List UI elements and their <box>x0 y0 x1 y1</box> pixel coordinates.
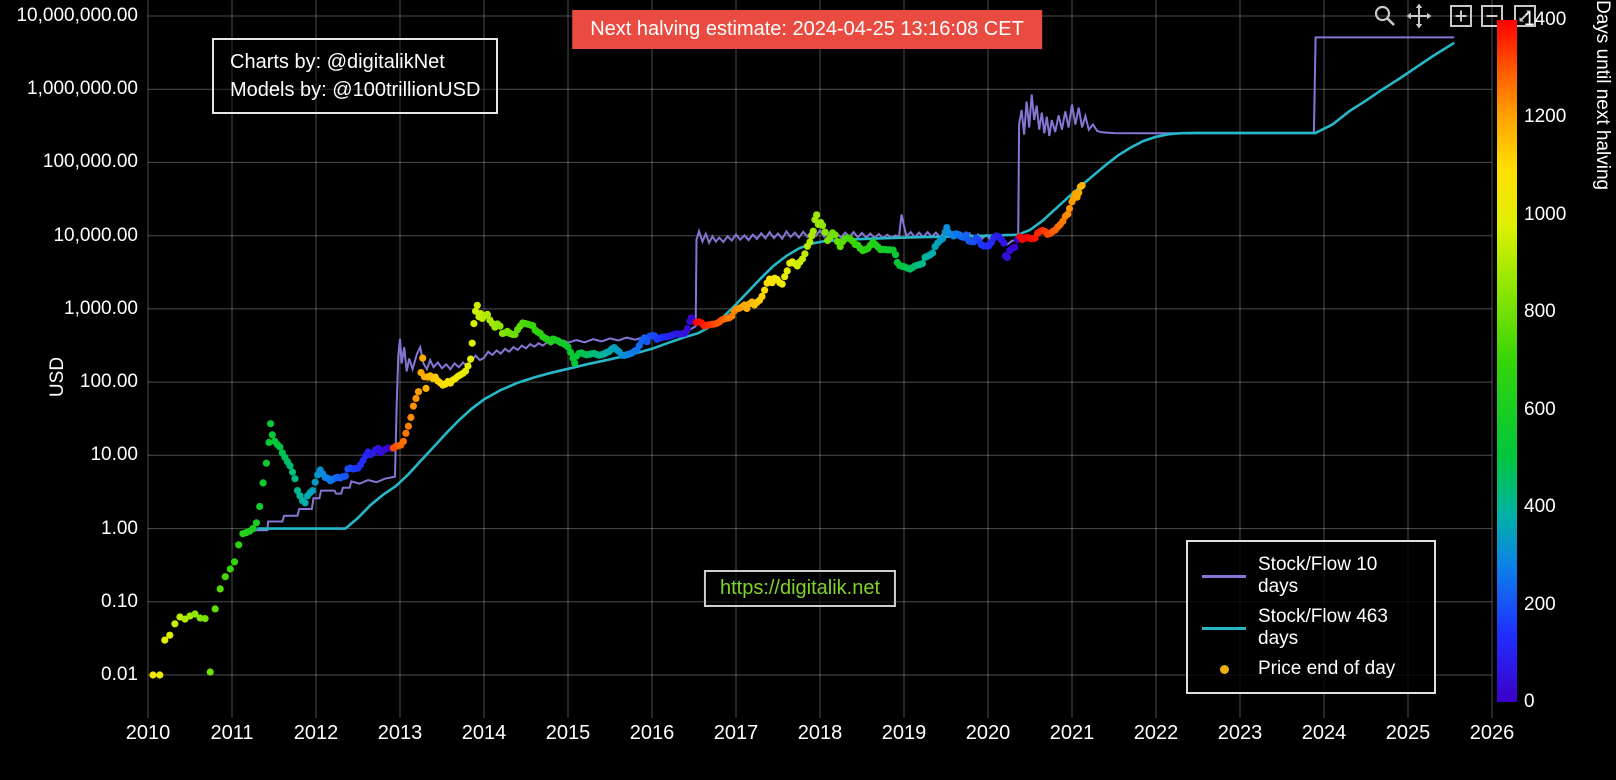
x-axis-tick: 2022 <box>1133 722 1179 744</box>
x-axis-tick: 2010 <box>125 722 171 744</box>
x-axis-tick: 2017 <box>713 722 759 744</box>
x-axis-tick: 2016 <box>629 722 675 744</box>
zoom-out-icon[interactable] <box>1481 5 1503 27</box>
x-axis-tick: 2021 <box>1049 722 1095 744</box>
colorbar-tick: 600 <box>1524 398 1556 420</box>
legend-item-price[interactable]: Price end of day <box>1188 654 1434 684</box>
x-axis-tick: 2018 <box>797 722 843 744</box>
legend-label-sf463: Stock/Flow 463 days <box>1258 606 1388 649</box>
legend-label-sf10: Stock/Flow 10 days <box>1258 554 1378 597</box>
colorbar-tick: 1200 <box>1524 106 1567 128</box>
colorbar-tick: 400 <box>1524 496 1556 518</box>
credits-box: Charts by: @digitalikNet Models by: @100… <box>212 38 499 114</box>
legend: Stock/Flow 10 days Stock/Flow 463 days P… <box>1186 540 1436 694</box>
zoom-in-icon[interactable] <box>1450 5 1472 27</box>
colorbar-tick: 1000 <box>1524 203 1567 225</box>
x-axis-tick: 2012 <box>293 722 339 744</box>
y-axis-tick: 10.00 <box>90 444 138 466</box>
x-axis-tick: 2023 <box>1217 722 1263 744</box>
y-axis-tick: 0.01 <box>101 664 138 685</box>
y-axis-tick: 100.00 <box>79 371 138 393</box>
sf463-line-swatch <box>1202 626 1246 630</box>
credits-line-2: Models by: @100trillionUSD <box>230 79 481 101</box>
y-axis-tick: 1,000.00 <box>64 297 138 319</box>
sf10-line-swatch <box>1202 574 1246 578</box>
x-axis-tick: 2015 <box>545 722 591 744</box>
site-link[interactable]: https://digitalik.net <box>703 570 897 607</box>
y-axis-tick: 0.10 <box>101 590 138 612</box>
x-axis-tick: 2019 <box>881 722 927 744</box>
colorbar-tick: 1400 <box>1524 9 1567 30</box>
halving-banner: Next halving estimate: 2024-04-25 13:16:… <box>572 10 1042 49</box>
y-axis-tick: 100,000.00 <box>42 151 138 173</box>
x-axis-tick: 2020 <box>965 722 1011 744</box>
x-axis-tick: 2024 <box>1301 722 1347 744</box>
colorbar-tick: 200 <box>1524 593 1556 615</box>
pan-icon[interactable] <box>1406 3 1432 29</box>
legend-item-sf10[interactable]: Stock/Flow 10 days <box>1188 550 1434 602</box>
colorbar-tick: 0 <box>1524 691 1535 712</box>
days-colorbar <box>1497 20 1517 702</box>
colorbar-tick: 800 <box>1524 301 1556 323</box>
legend-label-price: Price end of day <box>1258 658 1396 679</box>
x-axis-tick: 2025 <box>1385 722 1431 744</box>
price-dot-swatch <box>1202 664 1246 674</box>
x-axis-tick: 2026 <box>1469 722 1515 744</box>
credits-line-1: Charts by: @digitalikNet <box>230 51 445 73</box>
colorbar-title: Days until next halving <box>1592 0 1613 191</box>
x-axis-tick: 2014 <box>461 722 507 744</box>
x-axis-tick: 2011 <box>210 722 254 744</box>
y-axis-tick: 10,000,000.00 <box>16 5 138 26</box>
zoom-icon[interactable] <box>1372 3 1398 29</box>
reset-view-icon[interactable] <box>1514 5 1536 27</box>
y-axis-tick: 10,000.00 <box>53 224 138 246</box>
y-axis-tick: 1.00 <box>101 517 138 539</box>
y-axis-tick: 1,000,000.00 <box>27 78 138 100</box>
legend-item-sf463[interactable]: Stock/Flow 463 days <box>1188 602 1434 654</box>
x-axis-tick: 2013 <box>377 722 423 744</box>
